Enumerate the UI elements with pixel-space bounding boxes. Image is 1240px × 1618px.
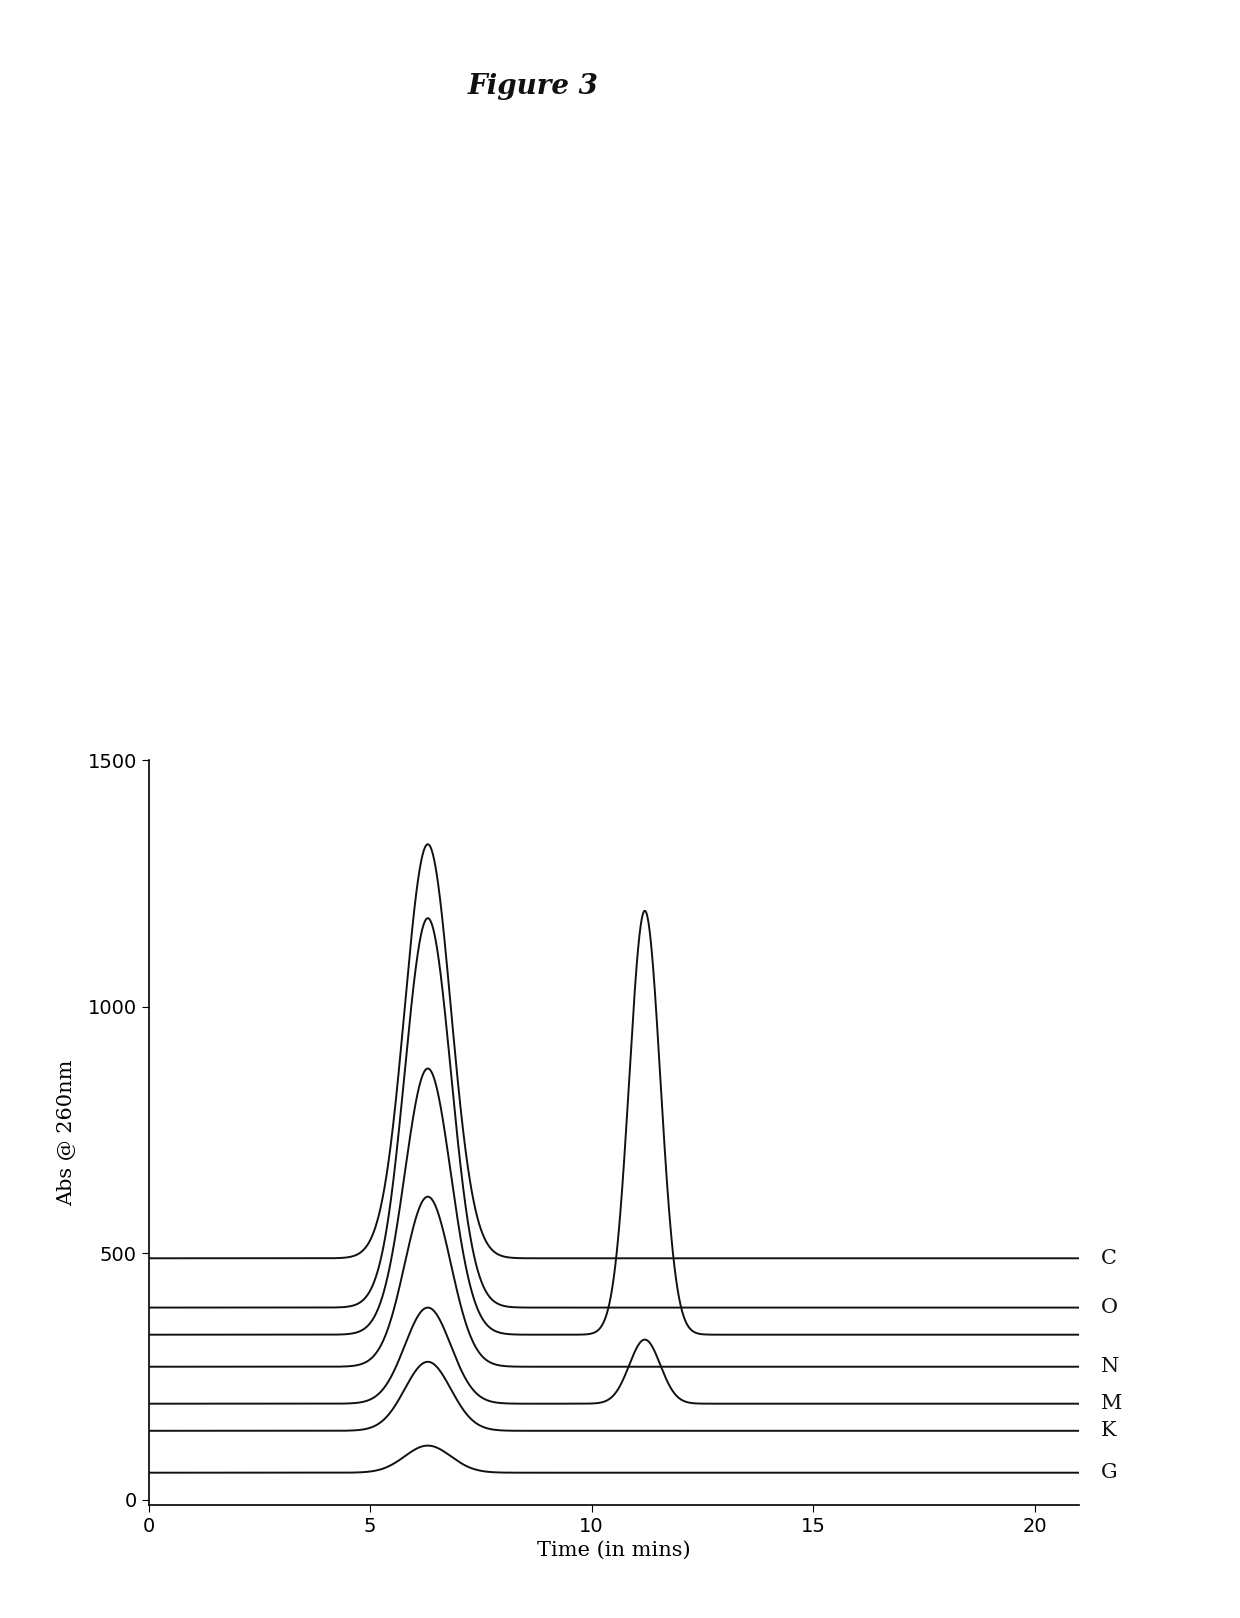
Text: C: C	[1101, 1249, 1117, 1269]
Text: K: K	[1101, 1421, 1116, 1440]
Text: M: M	[1101, 1395, 1122, 1413]
Text: G: G	[1101, 1463, 1117, 1482]
Text: O: O	[1101, 1298, 1118, 1317]
X-axis label: Time (in mins): Time (in mins)	[537, 1540, 691, 1560]
Text: N: N	[1101, 1358, 1120, 1377]
Y-axis label: Abs @ 260nm: Abs @ 260nm	[57, 1060, 77, 1205]
Text: Figure 3: Figure 3	[467, 73, 599, 100]
